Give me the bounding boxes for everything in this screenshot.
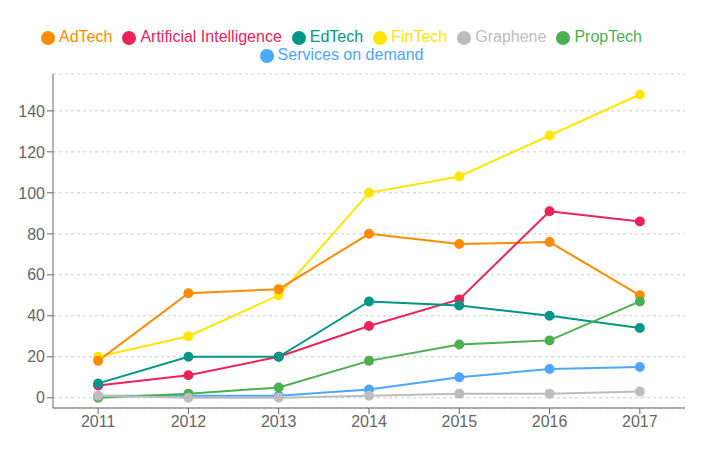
svg-text:2015: 2015 [441, 413, 477, 430]
svg-text:20: 20 [27, 348, 45, 365]
html-text:Services on demand: Services on demand [277, 46, 424, 63]
svg-text:40: 40 [27, 307, 45, 324]
html-text:FinTech: FinTech [391, 28, 448, 45]
svg-text:60: 60 [27, 266, 45, 283]
svg-text:100: 100 [18, 185, 45, 202]
svg-text:2011: 2011 [81, 413, 116, 430]
svg-text:2017: 2017 [622, 413, 658, 430]
svg-text:120: 120 [18, 144, 45, 161]
svg-text:2013: 2013 [261, 413, 297, 430]
svg-text:2016: 2016 [532, 413, 568, 430]
svg-text:2014: 2014 [351, 413, 387, 430]
svg-text:80: 80 [27, 226, 45, 243]
html-text:AdTech: AdTech [59, 28, 113, 45]
html-text:EdTech: EdTech [309, 28, 364, 45]
svg-text:2012: 2012 [171, 413, 207, 430]
html-text:PropTech: PropTech [574, 28, 642, 45]
html-text:Graphene: Graphene [475, 28, 547, 45]
svg-text:0: 0 [36, 389, 45, 406]
svg-text:140: 140 [18, 103, 45, 120]
html-text:Artificial Intelligence: Artificial Intelligence [140, 28, 282, 45]
